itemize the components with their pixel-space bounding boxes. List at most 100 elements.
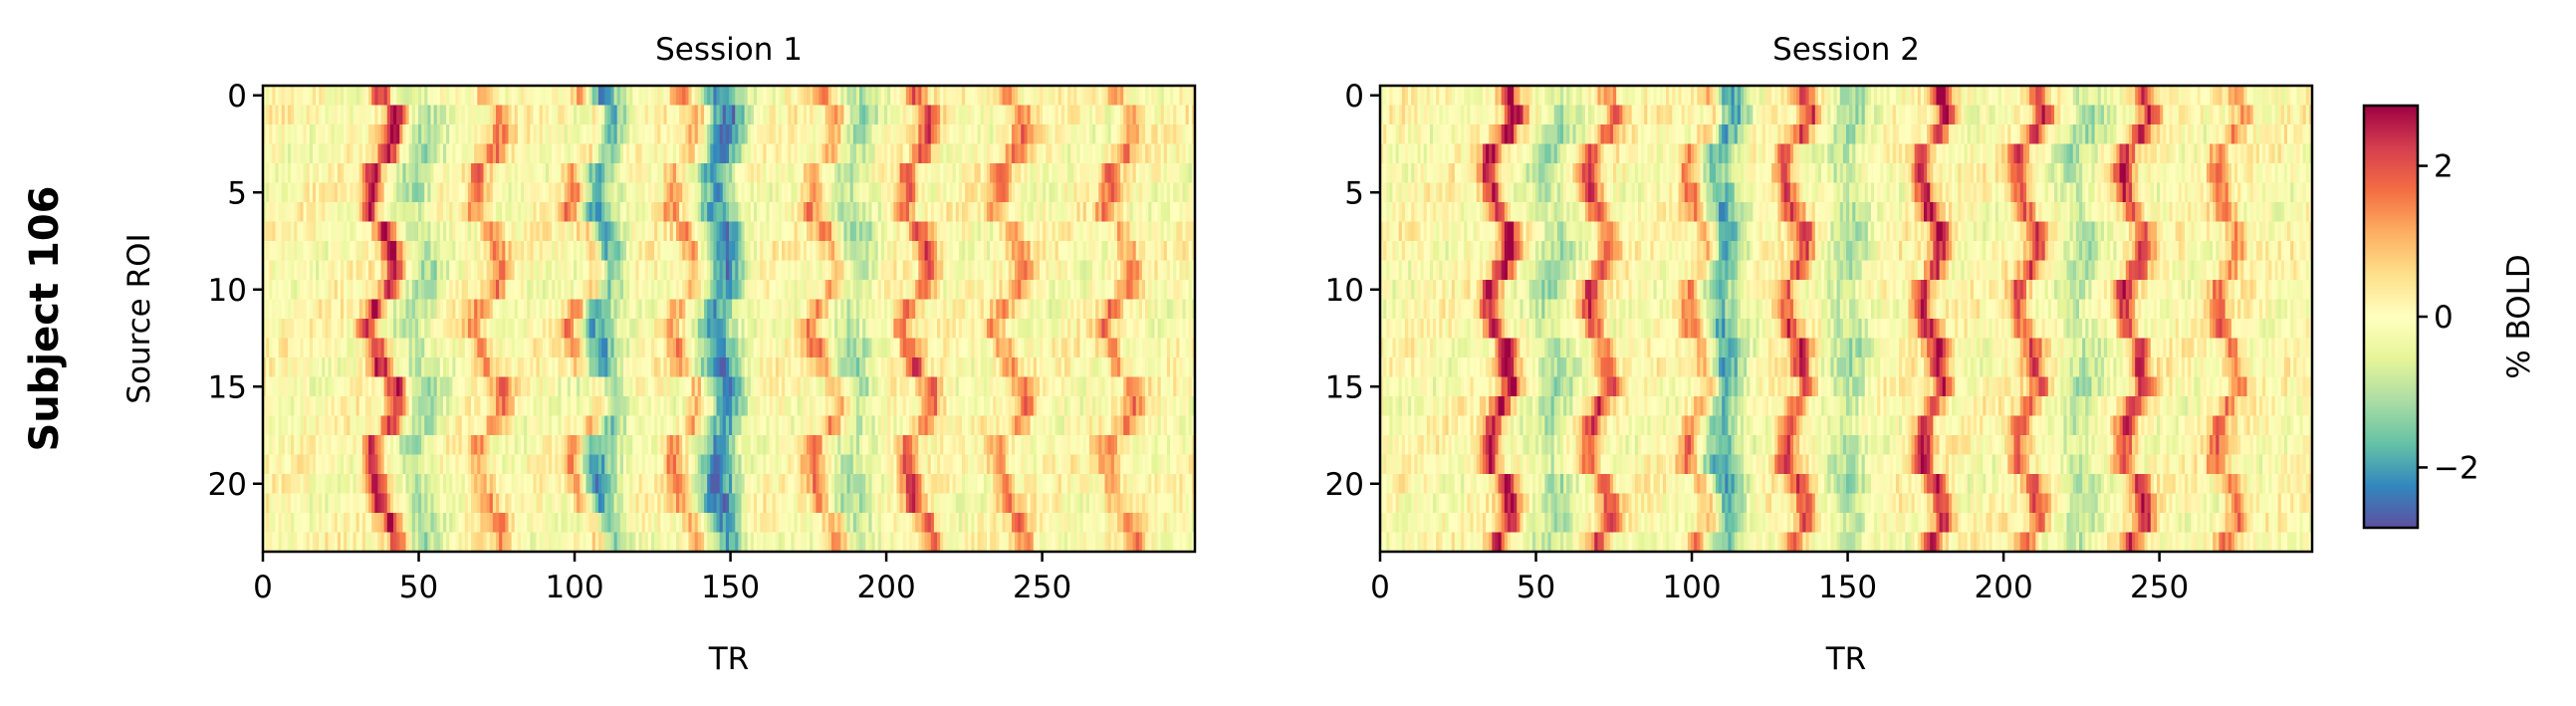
heatmap-cell — [1135, 124, 1140, 145]
heatmap-cell — [669, 280, 674, 301]
heatmap-cell — [1135, 163, 1140, 184]
heatmap-cell — [1148, 143, 1152, 164]
heatmap-cell — [644, 357, 649, 378]
heatmap-cell — [846, 221, 851, 242]
heatmap-cell — [930, 124, 935, 145]
heatmap-cell — [377, 299, 382, 320]
heatmap-cell — [830, 338, 835, 358]
heatmap-cell — [1141, 299, 1146, 320]
heatmap-cell — [1021, 163, 1025, 184]
heatmap-cell — [725, 105, 730, 125]
heatmap-cell — [958, 182, 963, 203]
heatmap-cell — [993, 299, 997, 320]
heatmap-cell — [542, 241, 547, 262]
heatmap-cell — [389, 319, 394, 340]
heatmap-cell — [821, 163, 826, 184]
heatmap-cell — [1148, 260, 1152, 281]
heatmap-cell — [797, 319, 802, 340]
heatmap-cell — [604, 221, 608, 242]
heatmap-cell — [1182, 376, 1187, 397]
heatmap-cell — [1060, 202, 1065, 223]
heatmap-cell — [710, 338, 714, 358]
heatmap-cell — [374, 260, 379, 281]
heatmap-cell — [834, 124, 838, 145]
heatmap-cell — [446, 357, 450, 378]
heatmap-cell — [486, 143, 491, 164]
heatmap-cell — [316, 319, 320, 340]
heatmap-cell — [347, 357, 351, 378]
heatmap-cell — [418, 124, 422, 145]
heatmap-cell — [943, 260, 947, 281]
heatmap-cell — [1005, 280, 1010, 301]
heatmap-cell — [753, 124, 758, 145]
heatmap-cell — [1046, 319, 1050, 340]
heatmap-cell — [458, 182, 463, 203]
heatmap-cell — [464, 357, 469, 378]
heatmap-cell — [1107, 182, 1112, 203]
heatmap-cell — [399, 124, 403, 145]
heatmap-cell — [1079, 86, 1084, 107]
heatmap-cell — [800, 105, 805, 125]
heatmap-cell — [1057, 143, 1062, 164]
heatmap-cell — [794, 143, 799, 164]
heatmap-cell — [629, 221, 633, 242]
heatmap-cell — [946, 163, 951, 184]
heatmap-cell — [915, 221, 919, 242]
heatmap-cell — [1163, 202, 1168, 223]
heatmap-cell — [337, 280, 342, 301]
heatmap-cell — [958, 280, 963, 301]
heatmap-cell — [849, 280, 854, 301]
heatmap-cell — [619, 86, 624, 107]
heatmap-cell — [421, 241, 425, 262]
heatmap-cell — [1085, 299, 1090, 320]
heatmap-cell — [408, 299, 413, 320]
heatmap-cell — [1002, 202, 1007, 223]
heatmap-cell — [635, 105, 640, 125]
heatmap-cell — [269, 280, 273, 301]
heatmap-cell — [722, 143, 727, 164]
heatmap-cell — [747, 396, 752, 417]
heatmap-cell — [1092, 163, 1096, 184]
heatmap-cell — [672, 376, 677, 397]
heatmap-cell — [880, 357, 885, 378]
heatmap-cell — [583, 86, 587, 107]
heatmap-cell — [908, 260, 913, 281]
heatmap-cell — [940, 202, 944, 223]
heatmap-cell — [297, 221, 302, 242]
heatmap-cell — [946, 182, 951, 203]
heatmap-cell — [877, 163, 882, 184]
heatmap-cell — [545, 163, 550, 184]
heatmap-cell — [1070, 319, 1074, 340]
heatmap-cell — [1054, 124, 1059, 145]
heatmap-cell — [840, 260, 845, 281]
heatmap-cell — [647, 221, 652, 242]
heatmap-cell — [619, 280, 624, 301]
heatmap-cell — [427, 299, 432, 320]
heatmap-cell — [735, 241, 739, 262]
heatmap-cell — [772, 396, 777, 417]
heatmap-cell — [1049, 163, 1054, 184]
heatmap-cell — [319, 221, 323, 242]
heatmap-cell — [940, 299, 944, 320]
heatmap-cell — [899, 338, 904, 358]
heatmap-cell — [291, 86, 295, 107]
heatmap-cell — [766, 280, 771, 301]
heatmap-cell — [999, 182, 1004, 203]
heatmap-cell — [859, 105, 863, 125]
heatmap-cell — [807, 338, 811, 358]
heatmap-cell — [1095, 260, 1099, 281]
heatmap-cell — [1176, 182, 1180, 203]
heatmap-cell — [607, 202, 612, 223]
heatmap-cell — [977, 124, 982, 145]
heatmap-cell — [1098, 86, 1102, 107]
heatmap-cell — [797, 221, 802, 242]
heatmap-cell — [830, 280, 835, 301]
heatmap-cell — [492, 338, 497, 358]
heatmap-cell — [1173, 105, 1177, 125]
heatmap-cell — [350, 221, 354, 242]
heatmap-cell — [316, 299, 320, 320]
heatmap-cell — [682, 86, 686, 107]
heatmap-cell — [840, 221, 845, 242]
heatmap-cell — [993, 86, 997, 107]
heatmap-cell — [862, 299, 866, 320]
